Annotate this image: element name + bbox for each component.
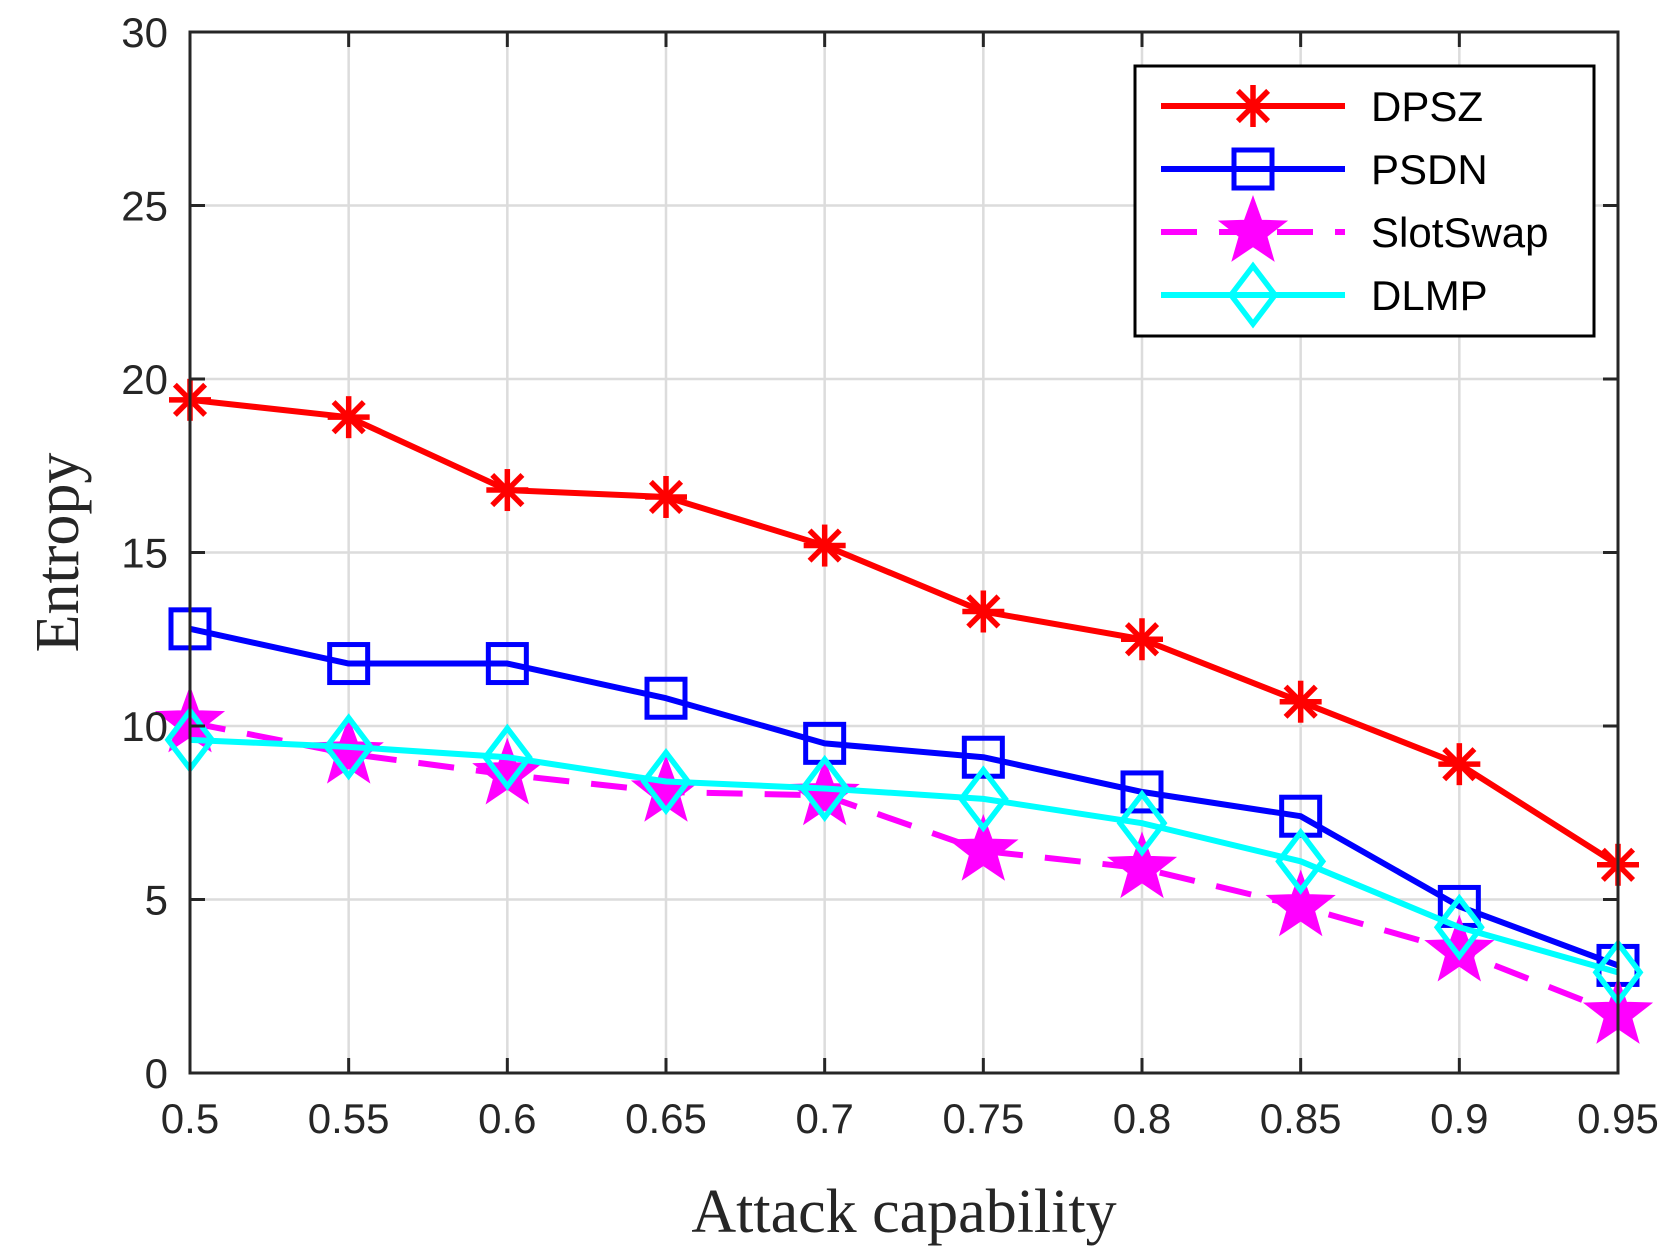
data-point-dpsz — [645, 475, 687, 518]
x-tick-label: 0.5 — [161, 1095, 219, 1142]
legend-entry-dlmp: DLMP — [1161, 261, 1488, 329]
legend: DPSZ PSDN SlotSwap DLMP — [1133, 64, 1596, 338]
data-point-dlmp — [1275, 827, 1327, 895]
y-tick-label: 25 — [121, 183, 168, 230]
y-tick-label: 10 — [121, 703, 168, 750]
x-tick-label: 0.65 — [625, 1095, 707, 1142]
legend-label-slotswap: SlotSwap — [1371, 209, 1548, 256]
x-tick-label: 0.9 — [1430, 1095, 1488, 1142]
data-point-dpsz — [1438, 743, 1481, 786]
legend-box — [1133, 64, 1596, 338]
x-tick-label: 0.7 — [795, 1095, 853, 1142]
data-point-slotswap — [1106, 831, 1178, 899]
data-point-psdn — [485, 642, 529, 686]
series-line-dlmp — [189, 736, 1619, 976]
x-tick-label: 0.95 — [1577, 1095, 1659, 1142]
series-dlmp — [164, 706, 1644, 1006]
data-point-psdn — [644, 676, 688, 720]
legend-label-dpsz: DPSZ — [1371, 83, 1483, 130]
data-point-dlmp — [1116, 789, 1168, 857]
data-point-psdn — [961, 735, 1005, 779]
x-tick-label: 0.75 — [942, 1095, 1024, 1142]
y-tick-label: 5 — [145, 877, 168, 924]
data-point-slotswap — [1265, 869, 1336, 937]
x-tick-label: 0.55 — [308, 1095, 390, 1142]
series-line-slotswap — [189, 719, 1620, 1017]
data-point-dlmp — [1433, 893, 1485, 961]
x-tick-label: 0.6 — [478, 1095, 536, 1142]
plot-series — [154, 378, 1654, 1044]
data-point-psdn — [1120, 770, 1164, 814]
data-point-dlmp — [323, 713, 375, 781]
data-point-slotswap — [948, 813, 1019, 881]
legend-marker-dlmp — [1227, 261, 1279, 329]
data-point-dlmp — [799, 754, 851, 823]
legend-entry-slotswap: SlotSwap — [1161, 195, 1548, 262]
series-dpsz — [169, 378, 1639, 886]
data-point-psdn — [327, 642, 371, 686]
data-point-dpsz — [327, 396, 370, 439]
y-axis-title: Entropy — [24, 453, 92, 653]
legend-entry-psdn: PSDN — [1161, 146, 1488, 193]
y-tick-label: 20 — [121, 356, 168, 403]
legend-label-psdn: PSDN — [1371, 146, 1488, 193]
x-tick-label: 0.8 — [1113, 1095, 1171, 1142]
legend-entry-dpsz: DPSZ — [1161, 83, 1483, 130]
data-point-dpsz — [1121, 618, 1163, 661]
data-point-dpsz — [803, 524, 846, 567]
data-point-dpsz — [962, 590, 1005, 633]
y-tick-label: 0 — [145, 1050, 168, 1097]
series-line-psdn — [189, 625, 1620, 969]
legend-marker-psdn — [1231, 147, 1275, 191]
data-point-dlmp — [481, 723, 533, 791]
legend-marker-dpsz — [1232, 85, 1274, 127]
series-line-dpsz — [189, 396, 1620, 868]
y-tick-label: 15 — [121, 530, 168, 577]
legend-label-dlmp: DLMP — [1371, 272, 1488, 319]
data-point-slotswap — [1424, 914, 1495, 982]
data-point-dpsz — [1279, 680, 1322, 723]
series-psdn — [168, 607, 1640, 987]
series-slotswap — [154, 685, 1654, 1044]
x-axis-title: Attack capability — [691, 1178, 1116, 1246]
x-tick-label: 0.85 — [1260, 1095, 1342, 1142]
legend-marker-slotswap — [1217, 195, 1289, 262]
y-tick-label: 30 — [121, 9, 168, 56]
data-point-dlmp — [957, 765, 1009, 833]
axis-ticks: 0.5 0.55 0.6 0.65 0.7 0.75 0.8 0.85 0.9 0.95 0 5 10 1… — [121, 9, 1659, 1142]
data-point-dlmp — [640, 747, 692, 816]
data-point-dpsz — [486, 469, 529, 512]
